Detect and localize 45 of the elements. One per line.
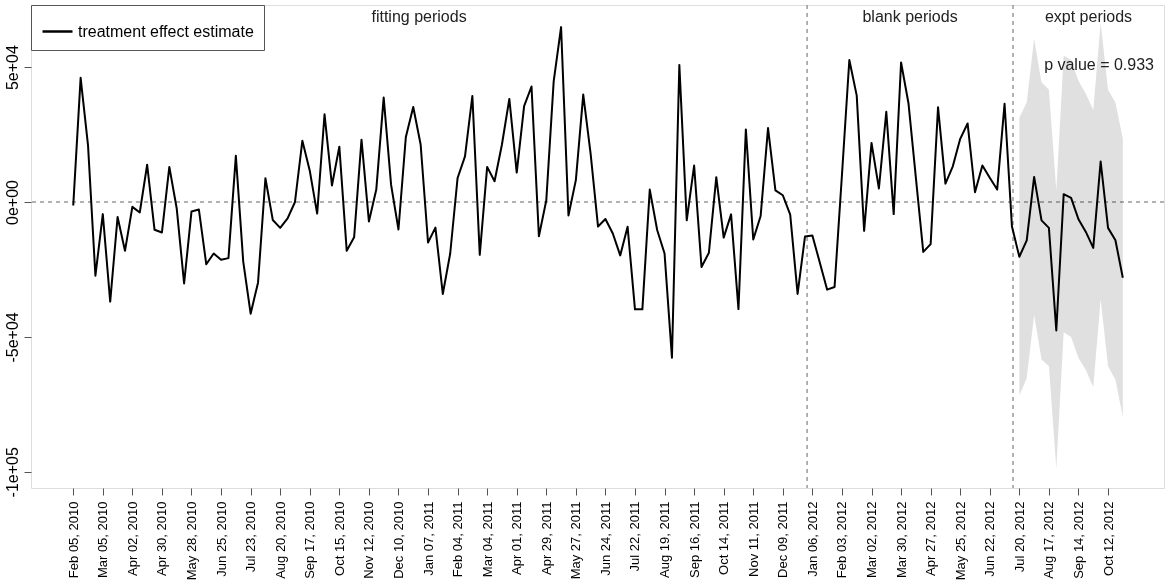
x-tick-label: Mar 04, 2011 bbox=[479, 501, 495, 578]
x-tick-label: Jan 06, 2012 bbox=[804, 501, 820, 577]
x-tick-label: Aug 17, 2012 bbox=[1041, 501, 1057, 579]
annotation: expt periods bbox=[1044, 8, 1133, 25]
x-tick-label: Jun 22, 2012 bbox=[982, 501, 998, 577]
x-tick-label: Mar 05, 2010 bbox=[95, 501, 111, 579]
legend-label: treatment effect estimate bbox=[78, 22, 254, 40]
y-tick-label: 5e+04 bbox=[3, 44, 21, 91]
y-tick-label: 0e+00 bbox=[3, 179, 21, 225]
x-tick-label: Oct 14, 2011 bbox=[716, 501, 732, 575]
x-tick-label: Sep 14, 2012 bbox=[1070, 501, 1086, 579]
x-tick-label: Aug 20, 2010 bbox=[272, 501, 288, 579]
x-tick-label: Sep 17, 2010 bbox=[302, 501, 318, 579]
x-tick-label: Apr 30, 2010 bbox=[154, 501, 170, 576]
x-tick-label: Mar 02, 2012 bbox=[864, 501, 880, 579]
y-tick-label: -5e+04 bbox=[3, 312, 21, 363]
x-tick-label: Feb 03, 2012 bbox=[834, 501, 850, 579]
x-tick-label: Mar 30, 2012 bbox=[893, 501, 909, 579]
x-tick-label: Jul 22, 2011 bbox=[627, 501, 643, 572]
x-tick-label: Apr 29, 2011 bbox=[538, 501, 554, 575]
x-tick-label: Oct 12, 2012 bbox=[1100, 501, 1116, 576]
x-tick-label: Jul 20, 2012 bbox=[1011, 501, 1027, 573]
annotation: fitting periods bbox=[371, 8, 467, 25]
y-tick-label: -1e+05 bbox=[3, 447, 21, 498]
x-tick-label: Apr 27, 2012 bbox=[923, 501, 939, 576]
annotation: p value = 0.933 bbox=[1044, 56, 1155, 73]
x-tick-label: May 27, 2011 bbox=[568, 501, 584, 580]
annotation: blank periods bbox=[862, 8, 958, 25]
x-tick-label: Jul 23, 2010 bbox=[243, 501, 259, 573]
x-tick-label: Feb 05, 2010 bbox=[65, 501, 81, 579]
x-tick-label: Jun 24, 2011 bbox=[597, 501, 613, 576]
x-tick-label: Aug 19, 2011 bbox=[657, 501, 673, 578]
x-tick-label: Dec 10, 2010 bbox=[390, 501, 406, 579]
x-tick-label: Apr 01, 2011 bbox=[509, 501, 525, 575]
x-tick-label: Jun 25, 2010 bbox=[213, 501, 229, 577]
x-tick-label: Jan 07, 2011 bbox=[420, 501, 436, 576]
x-tick-label: Apr 02, 2010 bbox=[124, 501, 140, 576]
x-tick-label: Feb 04, 2011 bbox=[450, 501, 466, 578]
x-tick-label: Nov 11, 2011 bbox=[745, 501, 761, 577]
x-tick-label: May 28, 2010 bbox=[184, 501, 199, 581]
x-tick-label: Dec 09, 2011 bbox=[775, 501, 791, 578]
x-tick-label: May 25, 2012 bbox=[952, 501, 968, 581]
x-tick-label: Oct 15, 2010 bbox=[331, 501, 347, 576]
x-tick-label: Nov 12, 2010 bbox=[361, 501, 377, 579]
x-tick-label: Sep 16, 2011 bbox=[686, 501, 702, 578]
